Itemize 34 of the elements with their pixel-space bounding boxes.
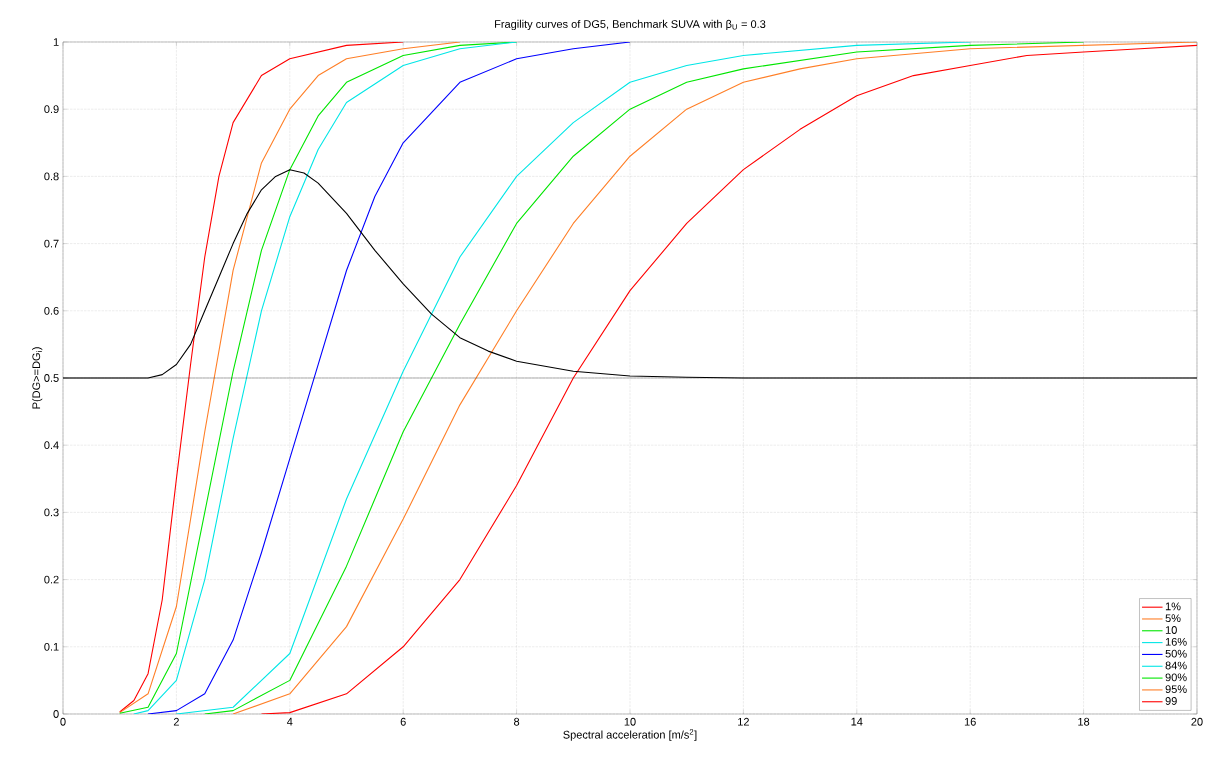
y-tick-label: 1 xyxy=(53,38,59,46)
y-axis-title: P(DG>=DG$_{i}$) xyxy=(32,347,43,409)
legend-label: 5% xyxy=(1165,614,1181,623)
legend-label: 90% xyxy=(1165,673,1187,682)
x-tick-label: 8 xyxy=(514,717,520,726)
legend-label: 50% xyxy=(1165,649,1187,658)
y-tick-label: 0.2 xyxy=(44,575,59,584)
x-tick-label: 16 xyxy=(964,717,976,726)
x-tick-label: 18 xyxy=(1078,717,1090,726)
y-tick-label: 0 xyxy=(53,710,59,718)
legend-label: 10 xyxy=(1165,626,1177,634)
y-tick-label: 0.7 xyxy=(44,239,59,248)
x-axis-title: Spectral acceleration [m/s$^{2}$] xyxy=(563,729,697,741)
x-tick-label: 10 xyxy=(624,717,636,726)
x-tick-label: 20 xyxy=(1191,717,1203,726)
x-tick-label: 12 xyxy=(738,717,749,726)
y-tick-label: 0.4 xyxy=(44,441,59,450)
y-tick-label: 0.1 xyxy=(44,642,59,651)
y-tick-label: 0.3 xyxy=(44,508,59,517)
y-tick-label: 0.5 xyxy=(44,374,59,382)
legend-label: 95% xyxy=(1165,685,1187,694)
y-tick-label: 0.9 xyxy=(44,105,59,114)
legend-label: 84% xyxy=(1165,661,1187,670)
x-tick-label: 0 xyxy=(60,717,66,726)
x-tick-label: 14 xyxy=(851,717,863,726)
x-tick-label: 4 xyxy=(286,717,293,726)
x-tick-label: 2 xyxy=(173,717,179,726)
legend-label: 16% xyxy=(1165,637,1187,646)
y-tick-label: 0.6 xyxy=(44,306,59,315)
y-tick-label: 0.8 xyxy=(44,172,59,181)
legend-label: 1% xyxy=(1165,602,1181,611)
legend-label: 99 xyxy=(1165,697,1177,705)
x-tick-label: 6 xyxy=(400,717,406,726)
chart-title: Fragility curves of DG5, Benchmark SUVA with β$_{U}$ = 0.3 xyxy=(495,19,766,31)
